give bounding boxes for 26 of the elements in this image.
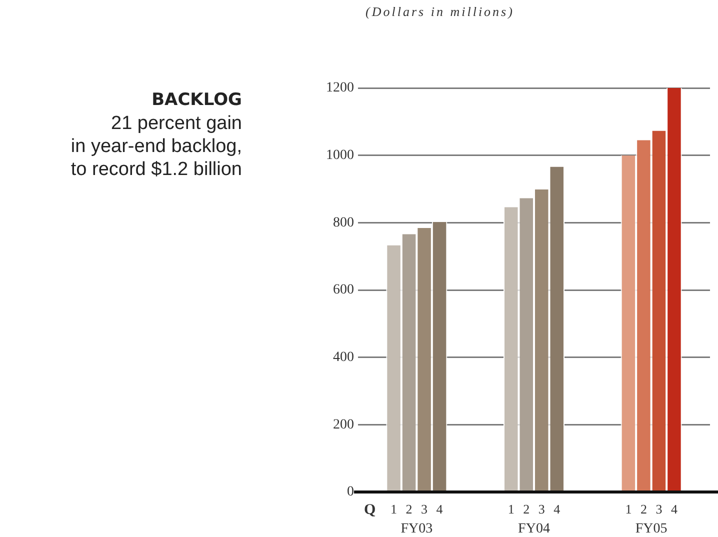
series-label: 2 <box>406 501 412 516</box>
text: 1 <box>508 501 514 516</box>
text: 21 percent gain in year-end backlog, to record $1.2 billion <box>70 112 242 181</box>
x-tick-label: FY03 <box>400 522 433 537</box>
text: (Dollars in millions) <box>364 4 516 20</box>
y-tick-label: 200 <box>333 417 354 432</box>
series-label: 3 <box>421 501 428 516</box>
y-tick-label: 800 <box>333 215 354 230</box>
text: 4 <box>554 501 560 516</box>
y-tick-label: 1200 <box>326 80 354 96</box>
x-tick-label: FY04 <box>518 522 550 537</box>
y-tick-label: 400 <box>333 350 354 366</box>
text: 4 <box>670 501 678 516</box>
text: BACKLOG <box>152 90 242 110</box>
y-tick-label: 1000 <box>326 148 354 164</box>
x-tick-label: FY05 <box>635 522 668 537</box>
text: 2 <box>640 501 647 516</box>
series-label: 4 <box>436 501 444 516</box>
y-tick-label: 0 <box>347 484 354 500</box>
text: 3 <box>538 501 545 516</box>
text: 3 <box>656 501 662 516</box>
y-tick-label: 600 <box>333 282 354 298</box>
text: 1 <box>625 501 632 516</box>
series-label: 1 <box>390 501 398 516</box>
x-axis-title: Q <box>364 502 376 518</box>
text: 2 <box>523 501 530 516</box>
